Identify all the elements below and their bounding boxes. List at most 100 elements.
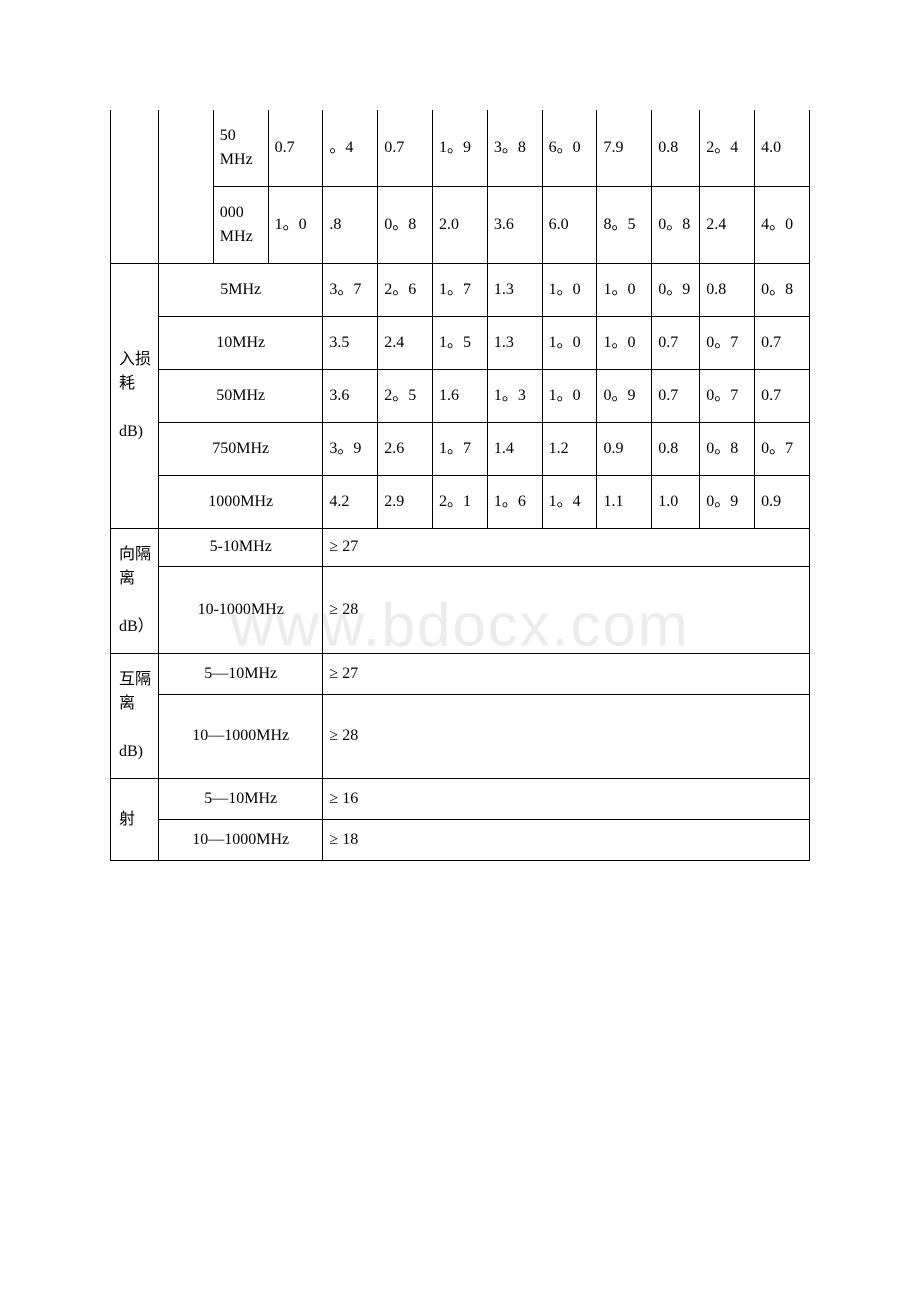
value-cell: 2.4 bbox=[700, 187, 755, 264]
value-cell: 1.3 bbox=[487, 317, 542, 370]
value-cell: 2。5 bbox=[378, 370, 433, 423]
value-cell: 1。7 bbox=[433, 264, 488, 317]
value-cell: 1。0 bbox=[597, 264, 652, 317]
value-cell: 1.4 bbox=[487, 423, 542, 476]
prev-subhead-blank bbox=[158, 110, 213, 264]
freq-cell: 50MHz bbox=[158, 370, 322, 423]
value-cell: 3。9 bbox=[323, 423, 378, 476]
value-cell: 1。9 bbox=[433, 110, 488, 187]
value-cell: 1.3 bbox=[487, 264, 542, 317]
freq-cell: 5—10MHz bbox=[158, 654, 322, 695]
table-row: 10MHz 3.5 2.4 1。5 1.3 1。0 1。0 0.7 0。7 0.… bbox=[111, 317, 810, 370]
value-cell: ≥ 28 bbox=[323, 694, 810, 778]
value-cell: 1.6 bbox=[433, 370, 488, 423]
value-cell: 0.7 bbox=[755, 317, 810, 370]
value-cell: 1。0 bbox=[597, 317, 652, 370]
value-cell: 7.9 bbox=[597, 110, 652, 187]
value-cell: 1。0 bbox=[268, 187, 323, 264]
value-cell: 1。7 bbox=[433, 423, 488, 476]
value-cell: 0.7 bbox=[378, 110, 433, 187]
value-cell: ≥ 16 bbox=[323, 779, 810, 820]
table-row: 入损耗 dB) 5MHz 3。7 2。6 1。7 1.3 1。0 1。0 0。9… bbox=[111, 264, 810, 317]
value-cell: 0。9 bbox=[700, 476, 755, 529]
value-cell: 6。0 bbox=[542, 110, 597, 187]
value-cell: 4.0 bbox=[755, 110, 810, 187]
value-cell: 1.2 bbox=[542, 423, 597, 476]
table-row: 互隔离 dB) 5—10MHz ≥ 27 bbox=[111, 654, 810, 695]
value-cell: 。4 bbox=[323, 110, 378, 187]
table-row: 1000MHz 4.2 2.9 2。1 1。6 1。4 1.1 1.0 0。9 … bbox=[111, 476, 810, 529]
table-row: 射 5—10MHz ≥ 16 bbox=[111, 779, 810, 820]
value-cell: 1。4 bbox=[542, 476, 597, 529]
value-cell: ≥ 27 bbox=[323, 654, 810, 695]
value-cell: 4.2 bbox=[323, 476, 378, 529]
value-cell: 1。5 bbox=[433, 317, 488, 370]
value-cell: 1.1 bbox=[597, 476, 652, 529]
value-cell: 1。0 bbox=[542, 317, 597, 370]
value-cell: 4。0 bbox=[755, 187, 810, 264]
freq-cell: 10—1000MHz bbox=[158, 820, 322, 861]
value-cell: 0。8 bbox=[652, 187, 700, 264]
value-cell: 1.0 bbox=[652, 476, 700, 529]
table-row: 10—1000MHz ≥ 28 bbox=[111, 694, 810, 778]
value-cell: 0。9 bbox=[597, 370, 652, 423]
value-cell: ≥ 28 bbox=[323, 566, 810, 653]
value-cell: 2.4 bbox=[378, 317, 433, 370]
table-row: 50MHz 3.6 2。5 1.6 1。3 1。0 0。9 0.7 0。7 0.… bbox=[111, 370, 810, 423]
value-cell: 3.6 bbox=[487, 187, 542, 264]
freq-cell: 10-1000MHz bbox=[158, 566, 322, 653]
prev-rowhead-blank bbox=[111, 110, 159, 264]
table-row: 向隔离 dB） 5-10MHz ≥ 27 bbox=[111, 529, 810, 567]
value-cell: 2。1 bbox=[433, 476, 488, 529]
value-cell: 0.9 bbox=[755, 476, 810, 529]
value-cell: 2。4 bbox=[700, 110, 755, 187]
value-cell: 0。8 bbox=[378, 187, 433, 264]
value-cell: 3。8 bbox=[487, 110, 542, 187]
value-cell: 3。7 bbox=[323, 264, 378, 317]
value-cell: 8。5 bbox=[597, 187, 652, 264]
value-cell: 2。6 bbox=[378, 264, 433, 317]
freq-cell: 750MHz bbox=[158, 423, 322, 476]
value-cell: 0。7 bbox=[700, 317, 755, 370]
value-cell: 0。7 bbox=[755, 423, 810, 476]
insertion-loss-label: 入损耗 dB) bbox=[111, 264, 159, 529]
value-cell: 0.8 bbox=[652, 110, 700, 187]
value-cell: 3.5 bbox=[323, 317, 378, 370]
value-cell: 2.0 bbox=[433, 187, 488, 264]
value-cell: 0.7 bbox=[652, 370, 700, 423]
value-cell: 0。8 bbox=[700, 423, 755, 476]
value-cell: 0.7 bbox=[268, 110, 323, 187]
value-cell: 6.0 bbox=[542, 187, 597, 264]
value-cell: 1。6 bbox=[487, 476, 542, 529]
value-cell: 0.7 bbox=[652, 317, 700, 370]
table-row: 10—1000MHz ≥ 18 bbox=[111, 820, 810, 861]
table-row: 750MHz 3。9 2.6 1。7 1.4 1.2 0.9 0.8 0。8 0… bbox=[111, 423, 810, 476]
refl-label: 射 bbox=[111, 779, 159, 861]
freq-cell: 10—1000MHz bbox=[158, 694, 322, 778]
freq-cell: 5—10MHz bbox=[158, 779, 322, 820]
mut-iso-label: 互隔离 dB) bbox=[111, 654, 159, 779]
value-cell: 0。9 bbox=[652, 264, 700, 317]
value-cell: 1。3 bbox=[487, 370, 542, 423]
value-cell: 2.6 bbox=[378, 423, 433, 476]
value-cell: 0.7 bbox=[755, 370, 810, 423]
dir-iso-label: 向隔离 dB） bbox=[111, 529, 159, 654]
table-row: 10-1000MHz ≥ 28 bbox=[111, 566, 810, 653]
value-cell: 0.9 bbox=[597, 423, 652, 476]
value-cell: ≥ 18 bbox=[323, 820, 810, 861]
prev-freq-cell: 50 MHz bbox=[213, 110, 268, 187]
freq-cell: 5MHz bbox=[158, 264, 322, 317]
value-cell: ≥ 27 bbox=[323, 529, 810, 567]
table-row: 50 MHz 0.7 。4 0.7 1。9 3。8 6。0 7.9 0.8 2。… bbox=[111, 110, 810, 187]
value-cell: 3.6 bbox=[323, 370, 378, 423]
value-cell: 2.9 bbox=[378, 476, 433, 529]
value-cell: 0。8 bbox=[755, 264, 810, 317]
value-cell: 1。0 bbox=[542, 370, 597, 423]
freq-cell: 5-10MHz bbox=[158, 529, 322, 567]
value-cell: .8 bbox=[323, 187, 378, 264]
freq-cell: 10MHz bbox=[158, 317, 322, 370]
value-cell: 0。7 bbox=[700, 370, 755, 423]
spec-table: 50 MHz 0.7 。4 0.7 1。9 3。8 6。0 7.9 0.8 2。… bbox=[110, 110, 810, 861]
value-cell: 0.8 bbox=[700, 264, 755, 317]
prev-freq-cell: 000 MHz bbox=[213, 187, 268, 264]
